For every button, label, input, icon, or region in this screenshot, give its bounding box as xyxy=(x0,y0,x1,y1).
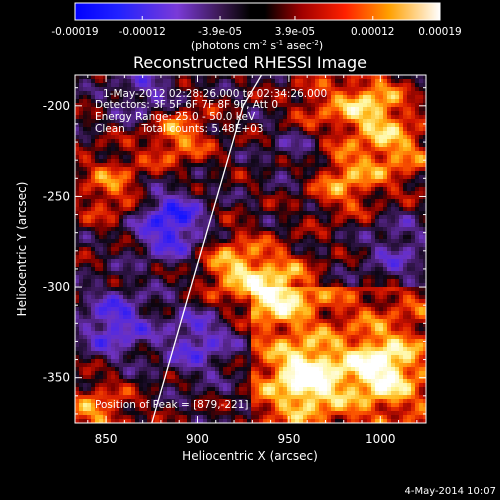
annotation-detectors: Detectors: 3F 5F 6F 7F 8F 9F, Att 0 xyxy=(95,99,278,111)
heatmap-image xyxy=(75,75,426,423)
y-tick-label: -350 xyxy=(43,371,70,385)
x-axis: 850 900 950 1000 xyxy=(87,75,418,446)
plot-frame xyxy=(74,74,427,424)
colorbar xyxy=(74,2,441,21)
y-tick-label: -300 xyxy=(43,280,70,294)
y-axis: -350 -300 -250 -200 xyxy=(43,87,426,415)
colorbar-tick-label: -0.00012 xyxy=(119,26,166,38)
x-tick-label: 850 xyxy=(95,432,118,446)
colorbar-tick-label: 0.00019 xyxy=(418,26,461,38)
chart-title: Reconstructed RHESSI Image xyxy=(133,53,367,72)
x-tick-label: 950 xyxy=(277,432,300,446)
colorbar-tick-label: 3.9e-05 xyxy=(275,26,315,38)
colorbar-tick-label: -0.00019 xyxy=(51,26,98,38)
colorbar-tick-label: -3.9e-05 xyxy=(198,26,242,38)
annotation-clean: Clean Total counts: 5.48E+03 xyxy=(95,123,264,135)
solar-limb-curve xyxy=(151,75,263,423)
footer-date: 4-May-2014 10:07 xyxy=(404,486,496,497)
y-axis-label: Heliocentric Y (arcsec) xyxy=(15,182,29,317)
y-tick-label: -250 xyxy=(43,189,70,203)
annotation-energy: Energy Range: 25.0 - 50.0 keV xyxy=(95,111,256,123)
y-tick-label: -200 xyxy=(43,99,70,113)
annotation-peak: Position of Peak = [879,-221] xyxy=(95,399,249,411)
x-tick-label: 1000 xyxy=(365,432,396,446)
colorbar-tick-label: 0.00012 xyxy=(351,26,394,38)
colorbar-ticks: -0.00019 -0.00012 -3.9e-05 3.9e-05 0.00012 0.… xyxy=(51,16,462,38)
colorbar-unit-label: (photons cm-2 s-1 asec-2) xyxy=(191,39,323,52)
image-annotations: 1-May-2012 02:28:26.000 to 02:34:26.000 … xyxy=(95,88,327,411)
x-tick-label: 900 xyxy=(186,432,209,446)
x-axis-label: Heliocentric X (arcsec) xyxy=(182,449,318,463)
annotation-time: 1-May-2012 02:28:26.000 to 02:34:26.000 xyxy=(103,88,327,100)
